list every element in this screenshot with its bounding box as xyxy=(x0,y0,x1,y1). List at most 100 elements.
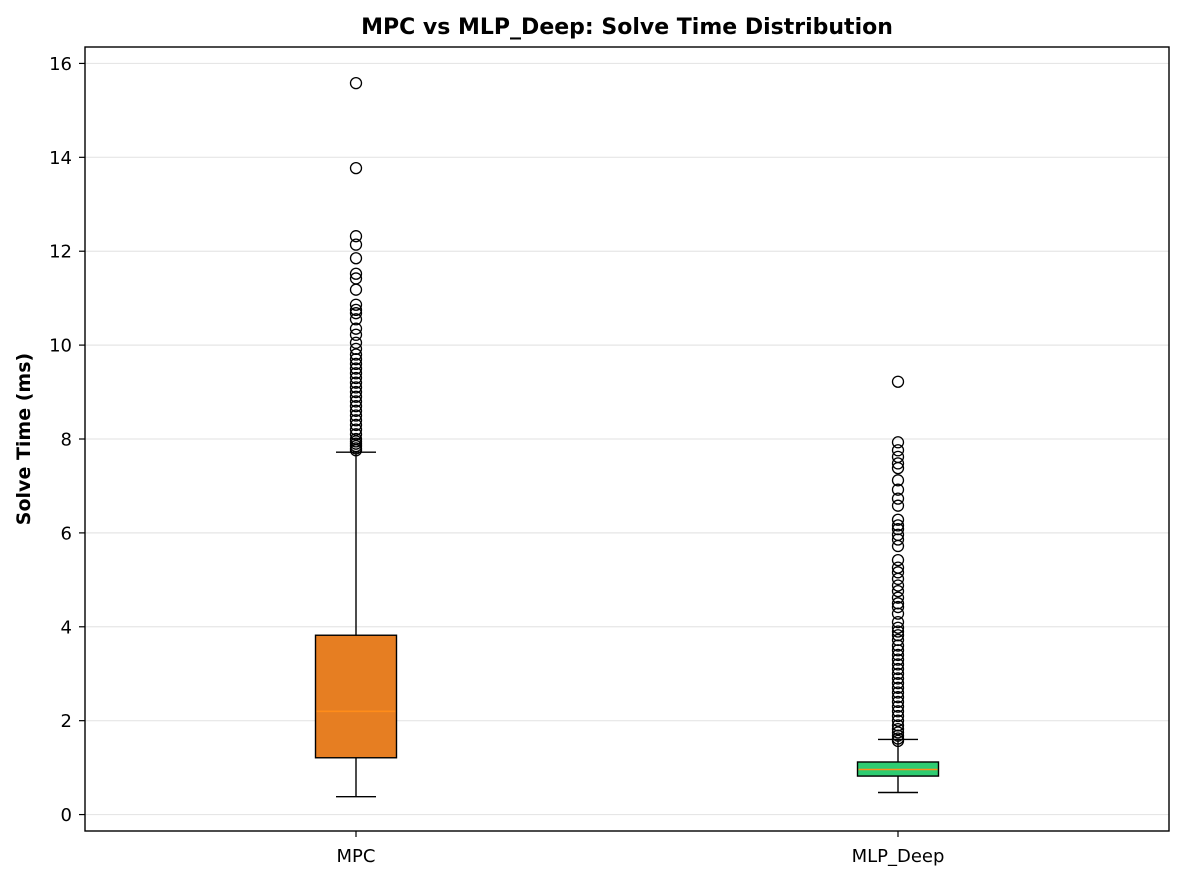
outlier-point xyxy=(891,522,905,536)
outlier-point xyxy=(891,686,905,699)
outlier-point xyxy=(349,267,363,280)
outlier-point xyxy=(349,367,363,380)
outlier-point xyxy=(891,483,905,496)
outlier-point xyxy=(891,461,905,475)
outlier-point xyxy=(891,644,905,657)
outlier-point xyxy=(891,539,905,553)
outlier-point xyxy=(349,381,363,394)
outlier-point xyxy=(891,457,905,470)
outlier-point xyxy=(349,428,363,441)
outlier-point xyxy=(891,719,905,732)
outlier-point xyxy=(349,76,363,90)
outlier-point xyxy=(891,714,905,727)
y-tick-label: 10 xyxy=(49,336,72,357)
outlier-point xyxy=(349,357,363,371)
outlier-point xyxy=(349,252,363,265)
outlier-point xyxy=(891,729,905,742)
outlier-point xyxy=(349,342,363,356)
outlier-point xyxy=(891,615,905,629)
outlier-point xyxy=(349,444,363,457)
outlier-point xyxy=(891,639,905,652)
outlier-point xyxy=(349,307,363,320)
outlier-point xyxy=(349,390,363,403)
outlier-point xyxy=(349,161,363,175)
chart-title: MPC vs MLP_Deep: Solve Time Distribution xyxy=(361,15,893,40)
y-tick-label: 12 xyxy=(49,242,72,263)
outlier-point xyxy=(349,322,363,335)
outlier-point xyxy=(891,607,905,620)
outlier-point xyxy=(891,625,905,638)
outlier-point xyxy=(891,375,905,388)
outlier-point xyxy=(349,395,363,408)
outlier-point xyxy=(891,658,905,671)
outlier-point xyxy=(891,474,905,487)
y-axis-ticks: 0 2 4 6 8 10 12 14 16 xyxy=(49,54,85,826)
outlier-point xyxy=(891,450,905,463)
outlier-point xyxy=(891,566,905,579)
outlier-point xyxy=(891,681,905,694)
outlier-point xyxy=(891,444,905,457)
outlier-point xyxy=(891,722,905,736)
y-tick-label: 8 xyxy=(61,430,72,451)
outlier-point xyxy=(349,409,363,422)
outlier-point xyxy=(891,597,905,610)
outlier-point xyxy=(891,513,905,526)
outlier-point xyxy=(891,519,905,532)
outlier-point xyxy=(891,734,905,748)
outlier-point xyxy=(349,385,363,399)
outlier-point xyxy=(891,726,905,739)
outlier-point xyxy=(349,328,363,341)
box-mpc xyxy=(314,76,398,798)
outlier-point xyxy=(891,621,905,634)
outlier-point xyxy=(891,695,905,709)
outlier-point xyxy=(891,553,905,567)
outlier-point xyxy=(349,230,363,243)
outlier-point xyxy=(349,353,363,366)
y-tick-label: 16 xyxy=(49,54,72,75)
outlier-point xyxy=(891,667,905,680)
outlier-point xyxy=(891,691,905,704)
outlier-point xyxy=(891,533,905,546)
outlier-point xyxy=(349,283,363,296)
outlier-point xyxy=(349,418,363,432)
outlier-point xyxy=(349,362,363,375)
box-mlp-deep xyxy=(856,375,940,794)
outlier-point xyxy=(891,579,905,592)
x-axis-ticks: MPC MLP_Deep xyxy=(337,831,944,867)
y-tick-label: 14 xyxy=(49,148,72,169)
y-gridlines xyxy=(85,62,1169,816)
outlier-point xyxy=(891,591,905,604)
outlier-point xyxy=(891,600,905,614)
outlier-point xyxy=(349,238,363,251)
outlier-point xyxy=(891,662,905,676)
y-tick-label: 2 xyxy=(61,711,72,732)
outlier-point xyxy=(891,629,905,642)
outlier-point xyxy=(891,709,905,723)
outlier-point xyxy=(891,700,905,713)
outlier-point xyxy=(891,633,905,647)
outlier-point xyxy=(349,313,363,326)
outlier-point xyxy=(349,414,363,427)
outlier-point xyxy=(891,653,905,666)
outlier-point xyxy=(349,336,363,349)
outlier-point xyxy=(891,492,905,505)
outlier-point xyxy=(349,371,363,385)
outlier-point xyxy=(349,404,363,417)
outlier-point xyxy=(891,705,905,718)
box-iqr xyxy=(314,634,398,759)
outlier-point xyxy=(349,376,363,389)
outlier-point xyxy=(349,423,363,436)
outlier-point xyxy=(891,436,905,449)
outlier-point xyxy=(891,672,905,685)
y-axis-label: Solve Time (ms) xyxy=(13,353,35,525)
box-series xyxy=(314,76,940,798)
outlier-point xyxy=(891,676,905,690)
outlier-point xyxy=(349,348,363,361)
x-tick-label: MPC xyxy=(337,846,376,867)
outlier-point xyxy=(349,298,363,311)
outlier-point xyxy=(891,572,905,586)
y-tick-label: 6 xyxy=(61,523,72,544)
outlier-point xyxy=(891,584,905,598)
y-tick-label: 0 xyxy=(61,805,72,826)
